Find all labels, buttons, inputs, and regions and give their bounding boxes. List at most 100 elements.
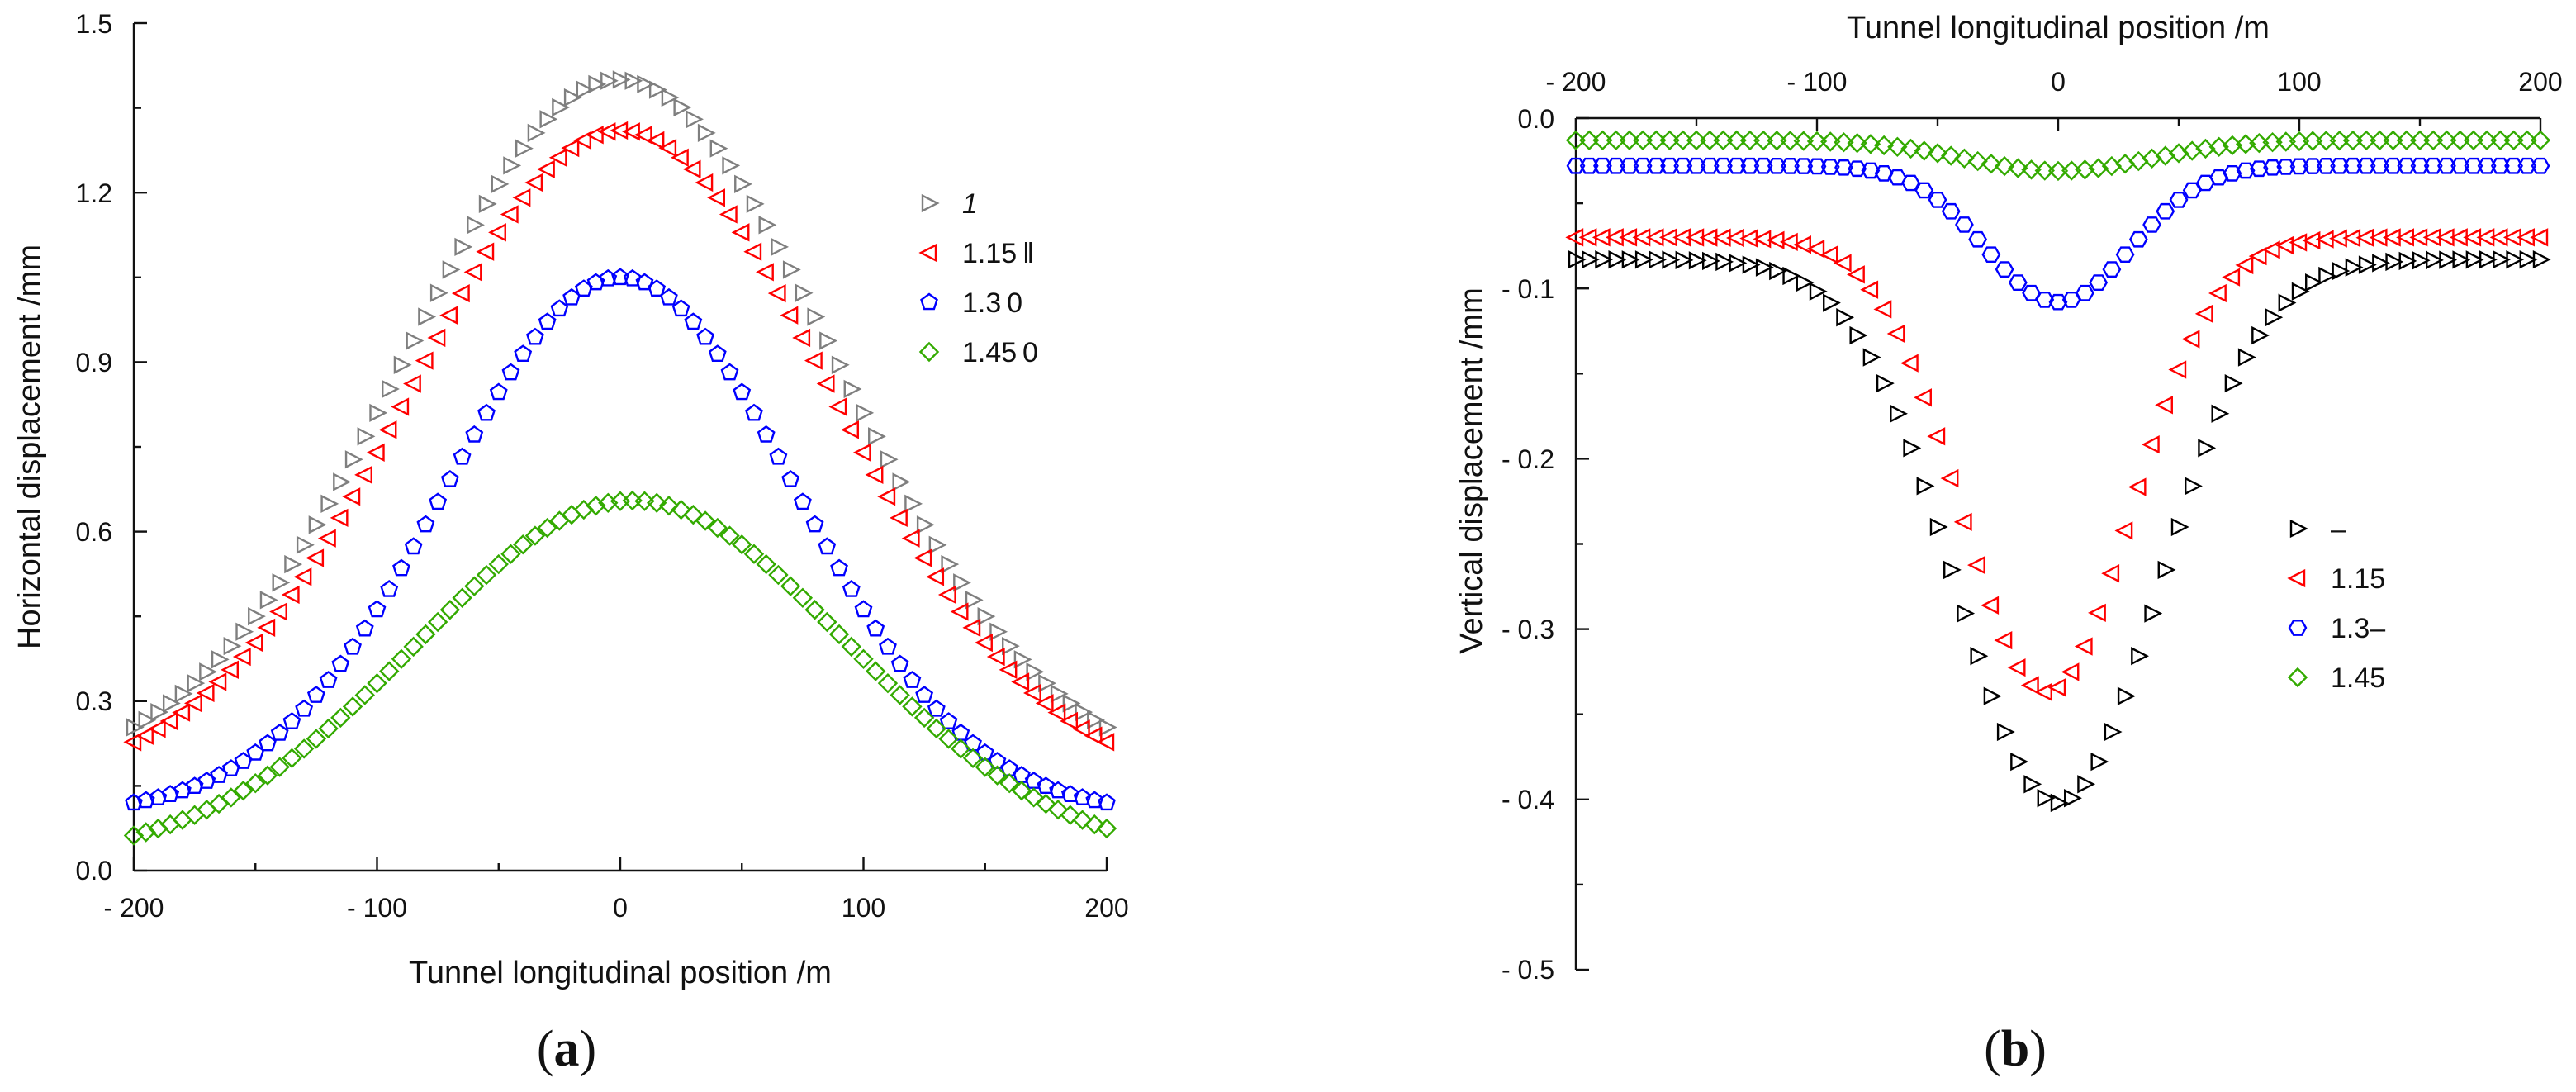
data-point bbox=[1579, 157, 1599, 174]
data-point bbox=[1954, 148, 1975, 169]
data-point bbox=[1673, 157, 1693, 174]
data-point bbox=[2142, 216, 2161, 233]
data-point bbox=[2248, 246, 2267, 266]
data-point bbox=[646, 131, 665, 150]
data-point bbox=[805, 515, 824, 533]
data-point bbox=[877, 487, 896, 506]
data-point bbox=[1983, 686, 2002, 705]
data-point bbox=[306, 729, 327, 749]
data-point bbox=[500, 205, 519, 224]
series-1 bbox=[1565, 228, 2549, 701]
data-point bbox=[1659, 130, 1680, 151]
data-point bbox=[767, 283, 786, 303]
data-point bbox=[454, 237, 473, 257]
data-point bbox=[2022, 284, 2041, 301]
data-point bbox=[2450, 157, 2470, 174]
data-point bbox=[1036, 793, 1056, 814]
data-point bbox=[818, 537, 837, 555]
data-point bbox=[149, 788, 168, 805]
data-point bbox=[1779, 232, 1798, 252]
data-point bbox=[2276, 159, 2296, 175]
data-point bbox=[1715, 252, 1734, 272]
data-point bbox=[1820, 131, 1841, 152]
data-point bbox=[427, 328, 446, 348]
data-point bbox=[2237, 348, 2256, 367]
data-point bbox=[1994, 155, 2015, 177]
data-point bbox=[1729, 254, 1748, 273]
data-point bbox=[1886, 324, 1905, 344]
data-point bbox=[2235, 255, 2254, 275]
data-point bbox=[2519, 249, 2538, 269]
data-point bbox=[1049, 781, 1068, 799]
x-tick-label: - 100 bbox=[347, 893, 407, 923]
y-tick-label: 0.0 bbox=[1518, 104, 1554, 134]
data-point bbox=[416, 515, 435, 533]
data-point bbox=[2385, 252, 2404, 272]
data-point bbox=[2222, 268, 2241, 287]
data-point bbox=[782, 260, 801, 279]
data-point bbox=[354, 465, 372, 485]
data-point bbox=[904, 494, 923, 513]
data-point bbox=[1807, 158, 1827, 175]
data-point bbox=[503, 156, 522, 175]
data-point bbox=[1874, 164, 1894, 182]
data-point bbox=[1767, 130, 1787, 151]
panel-b-y-tick-labels: 0.0 - 0.1 - 0.2 - 0.3 - 0.4 - 0.5 bbox=[1501, 104, 1554, 985]
data-point bbox=[780, 576, 801, 596]
data-point bbox=[804, 600, 825, 620]
panel-a-y-tick-labels: 0.0 0.3 0.6 0.9 1.2 1.5 bbox=[76, 9, 112, 885]
data-point bbox=[913, 548, 932, 567]
panel-a-ticks bbox=[132, 21, 1108, 872]
data-point bbox=[391, 397, 410, 416]
data-point bbox=[1941, 145, 1962, 166]
data-point bbox=[2048, 293, 2068, 311]
data-point bbox=[807, 307, 826, 326]
series-2 bbox=[1566, 157, 2550, 311]
data-point bbox=[1967, 150, 1988, 172]
data-point bbox=[1836, 308, 1855, 327]
panel-a-y-axis-title: Horizontal displacement /mm bbox=[12, 245, 47, 649]
data-point bbox=[2476, 130, 2498, 151]
data-point bbox=[939, 712, 958, 729]
data-point bbox=[135, 726, 154, 745]
data-point bbox=[1592, 130, 1613, 151]
data-point bbox=[197, 799, 217, 820]
data-point bbox=[368, 600, 387, 618]
data-point bbox=[1887, 169, 1907, 186]
legend-label: 1.45 bbox=[2331, 662, 2385, 694]
data-point bbox=[707, 517, 728, 539]
data-point bbox=[2356, 157, 2376, 174]
data-point bbox=[1062, 694, 1081, 713]
data-point bbox=[2263, 159, 2282, 176]
data-point bbox=[1646, 157, 1666, 174]
data-point bbox=[2517, 157, 2537, 174]
data-point bbox=[743, 242, 762, 261]
data-point bbox=[272, 573, 291, 592]
data-point bbox=[257, 765, 278, 786]
data-point bbox=[708, 344, 727, 363]
data-point bbox=[2020, 676, 2039, 695]
data-point bbox=[962, 748, 984, 768]
data-point bbox=[1901, 174, 1920, 192]
data-point bbox=[2439, 250, 2458, 269]
data-point bbox=[1060, 711, 1079, 731]
data-point bbox=[2426, 250, 2444, 270]
data-point bbox=[125, 793, 143, 811]
data-point bbox=[745, 403, 763, 421]
data-point bbox=[989, 622, 1008, 641]
data-point bbox=[501, 363, 520, 381]
y-tick-label: 1.2 bbox=[76, 178, 112, 208]
data-point bbox=[624, 71, 643, 90]
data-point bbox=[1782, 266, 1801, 286]
data-point bbox=[719, 525, 740, 546]
data-point bbox=[1620, 157, 1639, 174]
data-point bbox=[1047, 799, 1069, 820]
data-point bbox=[1981, 596, 2000, 615]
data-point bbox=[1702, 251, 1720, 271]
y-tick-label: 0.6 bbox=[76, 517, 112, 547]
data-point bbox=[2208, 283, 2227, 303]
legend-symbol bbox=[2289, 519, 2308, 539]
data-point bbox=[928, 535, 947, 554]
data-point bbox=[2303, 131, 2323, 151]
data-point bbox=[853, 648, 874, 669]
